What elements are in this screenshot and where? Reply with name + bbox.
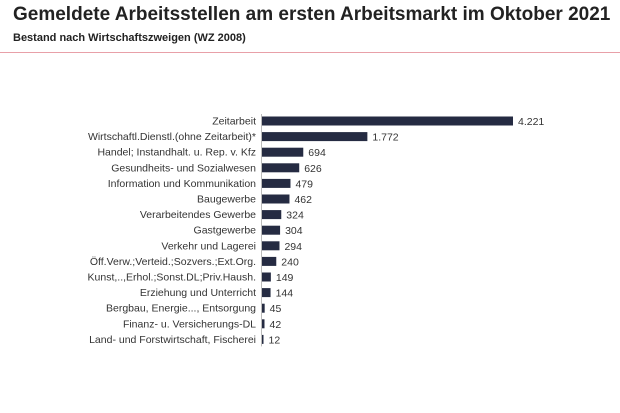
value-label: 479 — [295, 178, 313, 190]
value-label: 42 — [269, 319, 281, 331]
value-label: 626 — [304, 163, 322, 175]
value-label: 324 — [286, 210, 304, 222]
value-label: 304 — [285, 225, 303, 237]
value-label: 4.221 — [518, 116, 544, 128]
category-label: Zeitarbeit — [212, 116, 256, 128]
bar — [262, 334, 264, 344]
bar — [262, 116, 513, 126]
bar — [262, 225, 281, 235]
category-label: Handel; Instandhalt. u. Rep. v. Kfz — [97, 147, 256, 159]
value-label: 149 — [276, 272, 294, 284]
category-label: Baugewerbe — [197, 194, 256, 206]
category-label: Wirtschaftl.Dienstl.(ohne Zeitarbeit)* — [88, 131, 256, 143]
value-label: 144 — [276, 288, 294, 300]
bar — [262, 288, 271, 298]
category-label: Land- und Forstwirtschaft, Fischerei — [89, 334, 256, 346]
category-label: Kunst,..,Erhol.;Sonst.DL;Priv.Haush. — [88, 272, 256, 284]
bar — [262, 132, 368, 142]
category-label: Gesundheits- und Sozialwesen — [111, 162, 256, 174]
category-label: Verkehr und Lagerei — [161, 240, 256, 252]
category-label: Finanz- u. Versicherungs-DL — [123, 318, 256, 330]
category-label: Verarbeitendes Gewerbe — [140, 209, 256, 221]
category-label: Bergbau, Energie..., Entsorgung — [106, 303, 256, 315]
value-label: 294 — [284, 241, 302, 253]
bar — [262, 210, 282, 220]
bar — [262, 303, 265, 313]
chart-title: Gemeldete Arbeitsstellen am ersten Arbei… — [13, 4, 611, 25]
value-label: 240 — [281, 256, 299, 268]
bar — [262, 319, 265, 329]
value-label: 12 — [269, 334, 281, 346]
category-label: Information und Kommunikation — [108, 178, 256, 190]
value-label: 462 — [294, 194, 312, 206]
value-label: 45 — [270, 303, 282, 315]
bar — [262, 147, 304, 157]
bar — [262, 272, 271, 282]
bar — [262, 194, 290, 204]
value-label: 1.772 — [372, 132, 398, 144]
bar — [262, 178, 291, 188]
bar — [262, 241, 280, 251]
category-label: Gastgewerbe — [194, 225, 257, 237]
category-label: Öff.Verw.;Verteid.;Sozvers.;Ext.Org. — [90, 256, 256, 268]
bar — [262, 163, 300, 173]
category-label: Erziehung und Unterricht — [140, 287, 256, 299]
bar — [262, 256, 277, 266]
value-label: 694 — [308, 147, 326, 159]
chart-subtitle: Bestand nach Wirtschaftszweigen (WZ 2008… — [13, 32, 246, 44]
header-divider — [0, 52, 620, 53]
